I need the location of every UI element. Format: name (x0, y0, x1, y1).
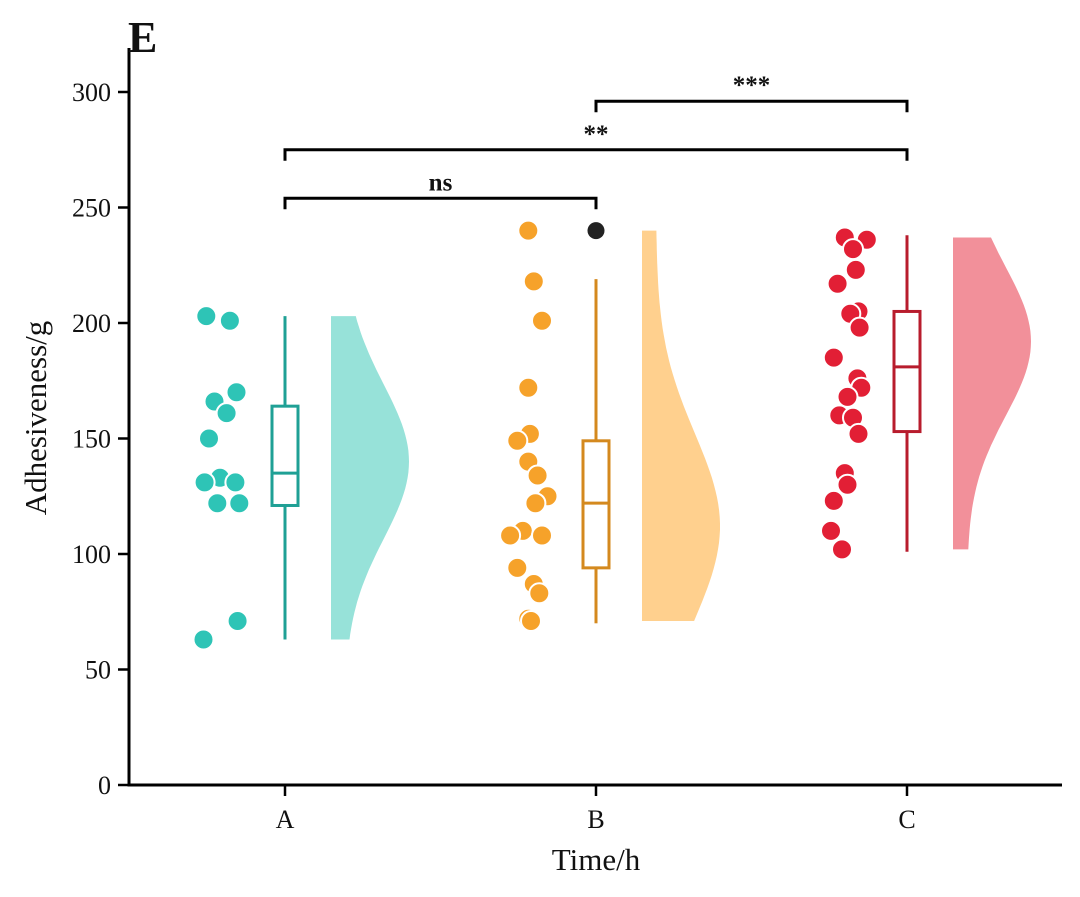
data-point (215, 402, 238, 425)
data-point (826, 272, 849, 295)
y-tick-label: 150 (72, 425, 111, 454)
bracket-line (594, 99, 909, 113)
data-point (517, 376, 540, 399)
x-tick-label: C (898, 805, 915, 834)
y-tick-label: 250 (72, 194, 111, 223)
data-point (836, 385, 859, 408)
data-point (224, 471, 247, 494)
data-point (831, 538, 853, 561)
group-b (499, 219, 720, 632)
significance-label: ns (429, 169, 453, 196)
data-point (228, 492, 251, 515)
box-a (270, 404, 300, 507)
data-point (225, 381, 248, 404)
outlier-point (587, 222, 605, 240)
group-c (820, 226, 1031, 561)
data-point (836, 473, 859, 496)
data-point (517, 219, 540, 242)
y-tick-label: 0 (98, 771, 111, 800)
data-point (842, 238, 864, 261)
box-c (892, 309, 922, 434)
significance-bracket: ** (283, 121, 909, 161)
significance-brackets: ns***** (283, 72, 909, 210)
data-point (195, 305, 218, 328)
data-point (520, 610, 542, 632)
x-tick-label: B (587, 805, 604, 834)
violin-a (331, 316, 409, 640)
violin-c (953, 237, 1031, 550)
data-point (193, 471, 216, 494)
data-point (192, 628, 215, 651)
data-point (820, 519, 842, 542)
data-point (506, 556, 529, 579)
y-ticks: 0 50 100 150 200 250 300 (72, 78, 129, 800)
bracket-line (283, 148, 909, 161)
bracket-line (283, 196, 598, 210)
significance-label: *** (733, 72, 771, 99)
significance-bracket: *** (594, 72, 909, 113)
x-axis-label: Time/h (552, 842, 641, 877)
y-tick-label: 300 (72, 78, 111, 107)
data-point (506, 429, 529, 452)
data-point (528, 582, 551, 605)
data-point (531, 524, 553, 547)
data-point (531, 309, 553, 332)
data-point (848, 316, 871, 339)
y-tick-label: 200 (72, 309, 111, 338)
group-a (192, 305, 409, 651)
data-point (847, 422, 870, 445)
data-point (198, 427, 220, 450)
x-tick-label: A (276, 805, 295, 834)
y-tick-label: 100 (72, 540, 111, 569)
axes: 0 50 100 150 200 250 300 A B C (72, 48, 1062, 834)
data-point (226, 610, 249, 632)
significance-bracket: ns (283, 169, 598, 210)
significance-label: ** (584, 121, 609, 148)
plot-layer (192, 219, 1031, 651)
data-point (526, 464, 549, 487)
data-point (524, 492, 547, 515)
y-axis-label: Adhesiveness/g (18, 321, 53, 516)
data-point (206, 492, 229, 515)
data-point (822, 346, 845, 369)
violin-b (642, 230, 720, 621)
data-point (522, 270, 545, 293)
x-ticks: A B C (276, 785, 916, 834)
data-point (218, 309, 241, 332)
data-point (499, 524, 522, 547)
data-point (844, 258, 867, 281)
data-point (822, 489, 845, 512)
panel-label: E (128, 13, 157, 62)
y-tick-label: 50 (85, 656, 111, 685)
